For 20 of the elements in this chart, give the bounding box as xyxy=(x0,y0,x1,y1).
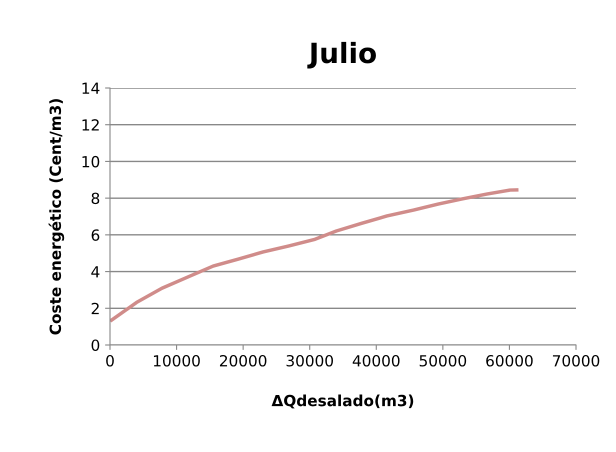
x-tick-label: 50000 xyxy=(420,354,466,367)
x-tick-label: 70000 xyxy=(552,354,600,367)
line-series xyxy=(110,188,518,322)
y-tick-label: 10 xyxy=(82,156,100,168)
y-tick-label: 4 xyxy=(91,266,100,278)
x-tick-label: 40000 xyxy=(352,354,400,367)
y-tick-label: 8 xyxy=(92,192,100,204)
x-tick-label: 20000 xyxy=(220,354,266,367)
y-axis-title: Coste energético (Cent/m3) xyxy=(48,99,64,334)
y-tick-label: 0 xyxy=(92,339,100,352)
x-axis-title: ΔQdesalado(m3) xyxy=(272,394,414,408)
x-tick-label: 60000 xyxy=(486,354,533,367)
x-tick-label: 10000 xyxy=(154,354,200,367)
y-tick-label: 12 xyxy=(82,119,99,131)
y-tick-label: 6 xyxy=(92,229,100,241)
y-tick-label: 2 xyxy=(92,302,99,314)
x-tick-label: 30000 xyxy=(286,354,333,367)
y-tick-label: 14 xyxy=(82,82,100,94)
x-tick-label: 0 xyxy=(106,354,114,367)
chart-title: Julio xyxy=(307,42,376,69)
